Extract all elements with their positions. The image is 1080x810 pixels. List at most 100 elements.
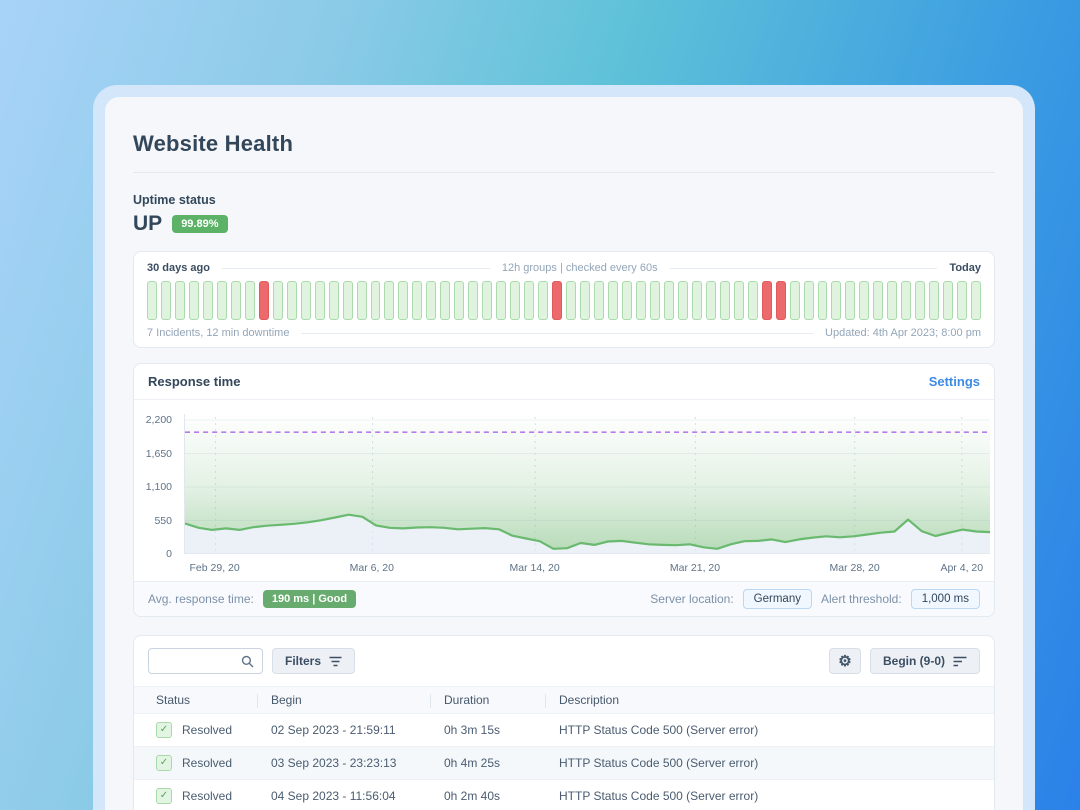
uptime-bar-up[interactable] xyxy=(943,281,954,320)
uptime-bar-up[interactable] xyxy=(412,281,423,320)
uptime-bar-up[interactable] xyxy=(356,281,367,320)
timeline-start-label: 30 days ago xyxy=(147,262,210,274)
uptime-bar-up[interactable] xyxy=(803,281,814,320)
table-row[interactable]: ✓ Resolved 04 Sep 2023 - 11:56:04 0h 2m 40s… xyxy=(134,780,994,810)
uptime-bar-up[interactable] xyxy=(468,281,479,320)
uptime-bar-up[interactable] xyxy=(216,281,227,320)
uptime-bar-up[interactable] xyxy=(482,281,493,320)
table-settings-button[interactable]: ⚙︎ xyxy=(828,648,861,674)
x-tick-label: Mar 14, 20 xyxy=(509,562,560,574)
duration-cell: 0h 2m 40s xyxy=(444,789,501,803)
uptime-bar-up[interactable] xyxy=(202,281,213,320)
y-tick-label: 1,100 xyxy=(145,481,172,493)
uptime-bar-up[interactable] xyxy=(621,281,632,320)
uptime-bar-up[interactable] xyxy=(873,281,884,320)
column-header-duration: Duration xyxy=(430,693,559,708)
uptime-bar-up[interactable] xyxy=(594,281,604,320)
status-cell: ✓ Resolved xyxy=(156,722,271,738)
uptime-bar-up[interactable] xyxy=(566,281,577,320)
uptime-bar-up[interactable] xyxy=(538,281,549,320)
sort-button[interactable]: Begin (9-0) xyxy=(869,648,980,674)
uptime-bar-up[interactable] xyxy=(328,281,339,320)
response-time-panel: Response time Settings 0 550 1,100 1,650 2,2… xyxy=(133,363,995,617)
uptime-bar-up[interactable] xyxy=(859,281,870,320)
uptime-bar-up[interactable] xyxy=(188,281,199,320)
uptime-bar-down[interactable] xyxy=(761,281,772,320)
uptime-bar-up[interactable] xyxy=(230,281,241,320)
uptime-bar-up[interactable] xyxy=(831,281,842,320)
table-row[interactable]: ✓ Resolved 02 Sep 2023 - 21:59:11 0h 3m 15s… xyxy=(134,714,994,747)
uptime-bar-up[interactable] xyxy=(789,281,800,320)
uptime-bar-up[interactable] xyxy=(719,281,730,320)
uptime-bar-up[interactable] xyxy=(300,281,311,320)
search-box[interactable] xyxy=(148,648,263,674)
avg-response-label: Avg. response time: xyxy=(148,592,254,606)
uptime-bar-up[interactable] xyxy=(580,281,590,320)
gear-icon: ⚙︎ xyxy=(838,653,852,670)
uptime-bar-down[interactable] xyxy=(552,281,563,320)
timeline-divider-line xyxy=(669,267,938,269)
uptime-bar-up[interactable] xyxy=(691,281,702,320)
resolved-checkbox-icon[interactable]: ✓ xyxy=(156,722,172,738)
settings-link[interactable]: Settings xyxy=(928,374,980,389)
uptime-bar-up[interactable] xyxy=(845,281,856,320)
uptime-bar-up[interactable] xyxy=(342,281,353,320)
x-tick-label: Mar 21, 20 xyxy=(669,562,721,574)
resolved-checkbox-icon[interactable]: ✓ xyxy=(156,788,172,804)
uptime-bar-up[interactable] xyxy=(705,281,716,320)
uptime-bar-up[interactable] xyxy=(398,281,409,320)
timeline-divider-line xyxy=(301,332,814,334)
y-tick-label: 2,200 xyxy=(145,414,172,426)
uptime-bar-up[interactable] xyxy=(370,281,381,320)
uptime-bar-up[interactable] xyxy=(314,281,325,320)
uptime-bar-down[interactable] xyxy=(258,281,269,320)
status-label: Resolved xyxy=(182,723,233,737)
uptime-bar-up[interactable] xyxy=(160,281,171,320)
x-tick-label: Apr 4, 20 xyxy=(940,562,984,574)
uptime-bar-up[interactable] xyxy=(607,281,618,320)
incidents-toolbar: Filters ⚙︎ Begin (9-0) xyxy=(134,636,994,686)
uptime-bar-up[interactable] xyxy=(454,281,465,320)
filter-icon xyxy=(329,656,342,666)
uptime-bar-up[interactable] xyxy=(929,281,940,320)
uptime-bar-up[interactable] xyxy=(440,281,451,320)
description-cell: HTTP Status Code 500 (Server error) xyxy=(559,723,759,737)
uptime-bar-up[interactable] xyxy=(426,281,437,320)
uptime-bar-up[interactable] xyxy=(635,281,646,320)
uptime-percent-badge: 99.89% xyxy=(172,215,228,233)
uptime-bar-up[interactable] xyxy=(510,281,521,320)
uptime-bar-up[interactable] xyxy=(649,281,660,320)
uptime-bar-up[interactable] xyxy=(524,281,535,320)
uptime-bar-up[interactable] xyxy=(286,281,297,320)
alert-threshold-input[interactable]: 1,000 ms xyxy=(910,589,980,609)
column-header-status: Status xyxy=(156,693,191,707)
search-input[interactable] xyxy=(157,654,237,668)
server-location-select[interactable]: Germany xyxy=(742,589,812,609)
uptime-bar-up[interactable] xyxy=(496,281,507,320)
uptime-bar-up[interactable] xyxy=(747,281,758,320)
resolved-checkbox-icon[interactable]: ✓ xyxy=(156,755,172,771)
uptime-bar-up[interactable] xyxy=(901,281,912,320)
uptime-bar-up[interactable] xyxy=(174,281,185,320)
uptime-bar-up[interactable] xyxy=(957,281,968,320)
uptime-bar-up[interactable] xyxy=(817,281,828,320)
filters-button[interactable]: Filters xyxy=(272,648,356,674)
description-cell: HTTP Status Code 500 (Server error) xyxy=(559,789,759,803)
uptime-bar-up[interactable] xyxy=(244,281,255,320)
uptime-bar-up[interactable] xyxy=(147,281,157,320)
uptime-bar-up[interactable] xyxy=(971,281,982,320)
uptime-bar-down[interactable] xyxy=(775,281,786,320)
table-row[interactable]: ✓ Resolved 03 Sep 2023 - 23:23:13 0h 4m 25s… xyxy=(134,747,994,780)
y-tick-label: 0 xyxy=(166,548,172,560)
uptime-bar-up[interactable] xyxy=(663,281,674,320)
uptime-bar-up[interactable] xyxy=(733,281,744,320)
dashboard-card-frame: Website Health Uptime status UP 99.89% 3… xyxy=(93,85,1035,810)
page-title: Website Health xyxy=(133,131,294,156)
uptime-bar-up[interactable] xyxy=(272,281,283,320)
uptime-bar-up[interactable] xyxy=(915,281,926,320)
timeline-top-row: 30 days ago 12h groups | checked every 6… xyxy=(147,262,981,274)
uptime-bar-up[interactable] xyxy=(384,281,395,320)
uptime-bar-up[interactable] xyxy=(677,281,688,320)
uptime-bar-up[interactable] xyxy=(887,281,898,320)
